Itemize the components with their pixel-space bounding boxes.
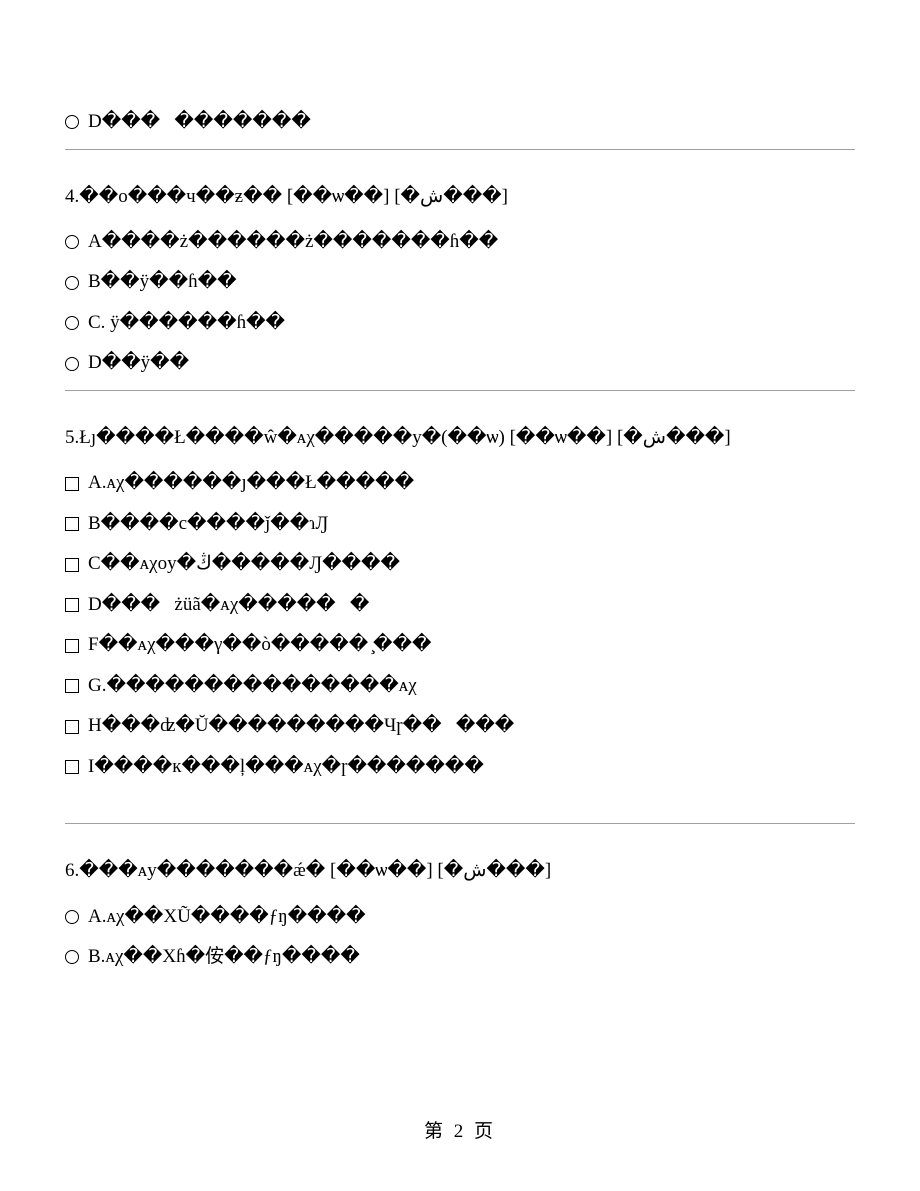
option-label: C. ÿ������ɦ�� (88, 309, 285, 338)
option-label: B.ᴀχ��Xɦ�侒��ƒŋ���� (88, 943, 360, 972)
radio-icon (65, 316, 79, 330)
option-label: F��ᴀχ���γ��ò����� ̧��� (88, 631, 431, 660)
radio-icon (65, 115, 79, 129)
q5-option-b[interactable]: B����c����ǰ��ɿԒ (65, 510, 855, 539)
q5-option-h[interactable]: H���ʣ�Ŭ���������Чɼ�� ��� (65, 712, 855, 741)
q5-option-a[interactable]: A.ᴀχ������ȷ���Ł����� (65, 469, 855, 498)
q5-option-f[interactable]: F��ᴀχ���γ��ò����� ̧��� (65, 631, 855, 660)
page-number: 第 2 页 (0, 1116, 920, 1143)
q5-prompt: 5.Łȷ����Ł����ŵ�ᴀχ�����у�(��ѡ) [��ѡ��] [�… (65, 423, 855, 453)
q4-prompt: 4.��o���ч��ƶ�� [��ѡ��] [�ش���] (65, 182, 855, 212)
option-label: D��ÿ�� (88, 349, 189, 378)
radio-icon (65, 910, 79, 924)
option-label: D��� ������� (88, 108, 311, 137)
checkbox-icon (65, 517, 79, 531)
divider (65, 390, 855, 391)
q3-option-d[interactable]: D��� ������� (65, 108, 855, 137)
checkbox-icon (65, 679, 79, 693)
q5-option-c[interactable]: C��ᴀχoу�ڭ�����Ԓ���� (65, 550, 855, 579)
option-label: A����ż������ż�������ɦ�� (88, 228, 498, 257)
checkbox-icon (65, 558, 79, 572)
checkbox-icon (65, 760, 79, 774)
checkbox-icon (65, 639, 79, 653)
option-label: H���ʣ�Ŭ���������Чɼ�� ��� (88, 712, 514, 741)
option-label: B��ÿ��ɦ�� (88, 268, 237, 297)
checkbox-icon (65, 598, 79, 612)
q6-option-a[interactable]: A.ᴀχ��XŨ����ƒŋ���� (65, 903, 855, 932)
option-label: D��� żüã�ᴀχ����� � (88, 591, 369, 620)
q6-option-b[interactable]: B.ᴀχ��Xɦ�侒��ƒŋ���� (65, 943, 855, 972)
checkbox-icon (65, 720, 79, 734)
radio-icon (65, 276, 79, 290)
option-label: C��ᴀχoу�ڭ�����Ԓ���� (88, 550, 400, 579)
q4-option-a[interactable]: A����ż������ż�������ɦ�� (65, 228, 855, 257)
option-label: B����c����ǰ��ɿԒ (88, 510, 328, 539)
radio-icon (65, 357, 79, 371)
q4-option-d[interactable]: D��ÿ�� (65, 349, 855, 378)
page-content: D��� ������� 4.��o���ч��ƶ�� [��ѡ��] [�ش�… (65, 0, 855, 972)
q5-option-i[interactable]: I����к���ļ���ᴀχ�ɼ������� (65, 753, 855, 782)
divider (65, 823, 855, 824)
radio-icon (65, 235, 79, 249)
option-label: A.ᴀχ������ȷ���Ł����� (88, 469, 414, 498)
option-label: A.ᴀχ��XŨ����ƒŋ���� (88, 903, 366, 932)
q4-option-c[interactable]: C. ÿ������ɦ�� (65, 309, 855, 338)
q5-option-g[interactable]: G.���������������ᴀχ (65, 672, 855, 701)
option-label: I����к���ļ���ᴀχ�ɼ������� (88, 753, 484, 782)
q6-prompt: 6.���ᴀу�������ǽ� [��ѡ��] [�ش���] (65, 856, 855, 886)
option-label: G.���������������ᴀχ (88, 672, 417, 701)
divider (65, 149, 855, 150)
q5-option-d[interactable]: D��� żüã�ᴀχ����� � (65, 591, 855, 620)
q4-option-b[interactable]: B��ÿ��ɦ�� (65, 268, 855, 297)
checkbox-icon (65, 477, 79, 491)
radio-icon (65, 950, 79, 964)
